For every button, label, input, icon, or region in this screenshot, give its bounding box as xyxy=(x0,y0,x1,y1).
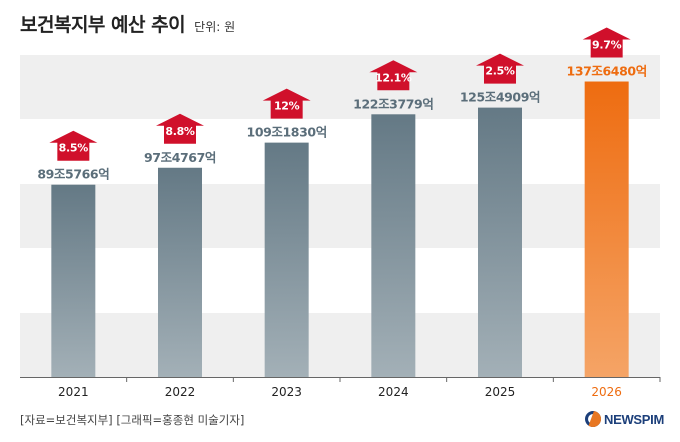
value-label-2026: 137조6480억 xyxy=(567,64,647,79)
growth-arrow-2022 xyxy=(156,113,204,144)
growth-arrow-2021 xyxy=(49,130,98,161)
x-tick-label-2026: 2026 xyxy=(591,385,622,399)
x-tick-label-2025: 2025 xyxy=(485,385,516,399)
bar-2026 xyxy=(584,81,629,377)
growth-label-2025: 2.5% xyxy=(485,65,515,78)
grid-band-1 xyxy=(20,55,660,119)
growth-arrow-2023 xyxy=(262,88,311,119)
growth-label-2024: 12.1% xyxy=(375,71,412,84)
bar-2024 xyxy=(371,114,416,377)
bar-2022 xyxy=(158,167,202,377)
x-tick-label-2021: 2021 xyxy=(58,385,89,399)
chart-title-text: 보건복지부 예산 추이 xyxy=(20,14,186,36)
unit-label: 단위: 원 xyxy=(194,20,236,34)
growth-label-2021: 8.5% xyxy=(59,142,89,155)
x-tick-label-2024: 2024 xyxy=(378,385,409,399)
newspim-logo: NEWSPIM xyxy=(584,411,664,427)
growth-label-2026: 9.7% xyxy=(592,39,622,52)
growth-arrow-2026 xyxy=(582,27,631,58)
grid-band-3 xyxy=(20,313,660,377)
growth-label-2022: 8.8% xyxy=(165,125,195,138)
bar-2025 xyxy=(478,107,522,378)
growth-arrow-2024 xyxy=(369,60,418,91)
chart-title: 보건복지부 예산 추이 단위: 원 xyxy=(20,10,235,37)
value-label-2023: 109조1830억 xyxy=(247,125,327,140)
value-label-2024: 122조3779억 xyxy=(353,96,433,111)
growth-arrow-2025 xyxy=(476,53,524,84)
logo-text: NEWSPIM xyxy=(603,411,664,427)
value-label-2025: 125조4909억 xyxy=(460,90,540,105)
bar-2023 xyxy=(264,142,309,377)
growth-label-2023: 12% xyxy=(274,100,300,113)
newspim-logo-icon xyxy=(584,411,601,427)
value-label-2022: 97조4767억 xyxy=(144,150,216,165)
value-label-2021: 89조5766억 xyxy=(37,167,109,182)
source-credit: [자료=보건복지부] [그래픽=홍종현 미술기자] xyxy=(20,413,245,427)
grid-band-2 xyxy=(20,184,660,248)
x-tick-label-2023: 2023 xyxy=(271,385,302,399)
x-tick-label-2022: 2022 xyxy=(165,385,196,399)
bar-2021 xyxy=(51,184,96,377)
